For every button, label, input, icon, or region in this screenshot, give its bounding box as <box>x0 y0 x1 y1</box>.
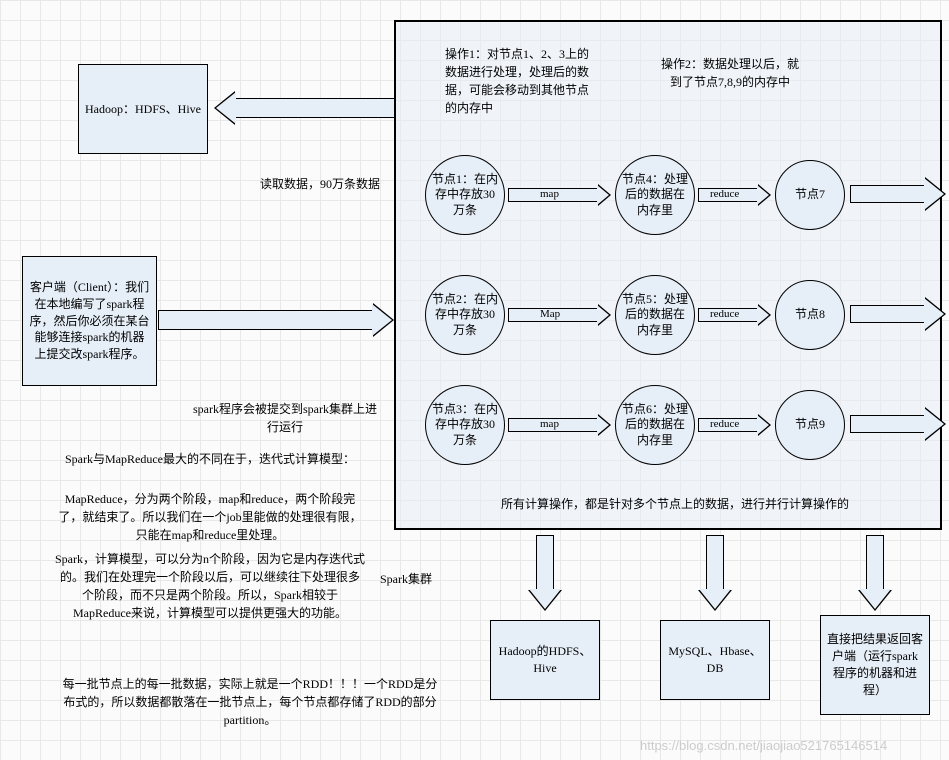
out-hadoop-box: Hadoop的HDFS、Hive <box>490 620 600 700</box>
op1-text: 操作1：对节点1、2、3上的数据进行处理，处理后的数据，可能会移动到其他节点的内… <box>445 45 595 117</box>
arrow-out3 <box>850 415 925 433</box>
para2: MapReduce，分为两个阶段，map和reduce，两个阶段完了，就结束了。… <box>55 490 365 544</box>
reduce2-label: reduce <box>710 308 739 320</box>
arrow-to-hadoop <box>235 98 395 118</box>
node8-circle: 节点8 <box>775 280 845 350</box>
hadoop-label: Hadoop：HDFS、Hive <box>85 101 201 118</box>
read-data-label: 读取数据，90万条数据 <box>250 175 390 193</box>
para4: 每一批节点上的每一批数据，实际上就是一个RDD！！！一个RDD是分布式的，所以数… <box>60 675 440 729</box>
hadoop-box: Hadoop：HDFS、Hive <box>78 64 208 154</box>
map1-label: map <box>540 188 559 200</box>
reduce1-label: reduce <box>710 188 739 200</box>
watermark: https://blog.csdn.net/jiaojiao5217651465… <box>640 738 887 753</box>
map2-label: Map <box>540 308 560 320</box>
node7-circle: 节点7 <box>775 160 845 230</box>
node2-circle: 节点2：在内存中存放30万条 <box>425 275 505 355</box>
para1: Spark与MapReduce最大的不同在于，迭代式计算模型： <box>55 450 365 468</box>
client-box: 客户端（Client）：我们在本地编写了spark程序，然后你必须在某台能够连接… <box>22 256 157 386</box>
node9-circle: 节点9 <box>775 390 845 460</box>
arrow-client-to-cluster <box>158 310 373 330</box>
node1-circle: 节点1：在内存中存放30万条 <box>425 155 505 235</box>
arrow-down1 <box>536 535 554 590</box>
node6-circle: 节点6：处理后的数据在内存里 <box>615 385 695 465</box>
client-label: 客户端（Client）：我们在本地编写了spark程序，然后你必须在某台能够连接… <box>29 279 150 363</box>
node4-circle: 节点4：处理后的数据在内存里 <box>615 155 695 235</box>
map3-label: map <box>540 418 559 430</box>
para3: Spark，计算模型，可以分为n个阶段，因为它是内存迭代式的。我们在处理完一个阶… <box>55 550 365 622</box>
arrow-down2 <box>706 535 724 590</box>
spark-cluster-label: Spark集群 <box>380 570 432 588</box>
arrow-down3 <box>866 535 884 590</box>
arrow-out2 <box>850 305 925 323</box>
arrow-out1 <box>850 185 925 203</box>
node3-circle: 节点3：在内存中存放30万条 <box>425 385 505 465</box>
submit-label: spark程序会被提交到spark集群上进行运行 <box>190 400 380 436</box>
op2-text: 操作2：数据处理以后，就到了节点7,8,9的内存中 <box>660 55 800 91</box>
out-mysql-box: MySQL、Hbase、DB <box>660 620 770 700</box>
out-client-box: 直接把结果返回客户端（运行spark程序的机器和进程） <box>820 615 930 715</box>
reduce3-label: reduce <box>710 418 739 430</box>
parallel-text: 所有计算操作，都是针对多个节点上的数据，进行并行计算操作的 <box>440 495 910 513</box>
node5-circle: 节点5：处理后的数据在内存里 <box>615 275 695 355</box>
